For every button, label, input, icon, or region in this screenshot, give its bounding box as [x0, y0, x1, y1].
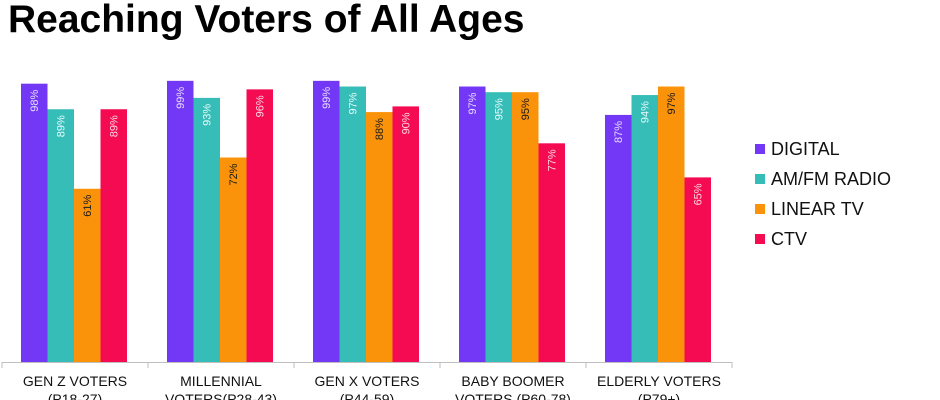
- bar-am-fm-radio: [485, 92, 512, 362]
- bar-linear-tv: [658, 86, 685, 363]
- bar-ctv: [392, 106, 419, 363]
- data-label: 97%: [348, 92, 360, 114]
- legend-item: LINEAR TV: [755, 194, 891, 224]
- data-label: 97%: [666, 92, 678, 114]
- legend-item: DIGITAL: [755, 134, 891, 164]
- data-label: 89%: [109, 115, 121, 137]
- chart-title: Reaching Voters of All Ages: [8, 0, 525, 41]
- data-label: 95%: [494, 98, 506, 120]
- bar-ctv: [684, 177, 711, 362]
- legend-item: CTV: [755, 224, 891, 254]
- legend-label: DIGITAL: [771, 138, 840, 159]
- legend-swatch: [755, 144, 765, 154]
- category-label: (P79+): [638, 391, 680, 400]
- bar-am-fm-radio: [339, 86, 366, 363]
- legend: DIGITAL AM/FM RADIO LINEAR TV CTV: [755, 134, 891, 254]
- data-label: 94%: [640, 101, 652, 123]
- data-label: 89%: [56, 115, 68, 137]
- data-label: 97%: [467, 92, 479, 114]
- legend-swatch: [755, 234, 765, 244]
- category-label: (P18-27): [48, 391, 102, 400]
- bar-digital: [605, 114, 632, 362]
- data-label: 99%: [175, 87, 187, 109]
- data-label: 87%: [613, 121, 625, 143]
- data-label: 96%: [255, 95, 267, 117]
- bar-ctv: [100, 109, 127, 363]
- bar-ctv: [246, 89, 273, 363]
- bar-digital: [21, 83, 48, 363]
- bar-ctv: [538, 143, 565, 362]
- data-label: 88%: [374, 118, 386, 140]
- data-label: 77%: [547, 149, 559, 171]
- category-label: VOTERS (P60-78): [455, 391, 571, 400]
- category-label: GEN X VOTERS: [314, 373, 419, 389]
- legend-swatch: [755, 204, 765, 214]
- legend-label: AM/FM RADIO: [771, 168, 891, 189]
- category-label: ELDERLY VOTERS: [597, 373, 721, 389]
- legend-item: AM/FM RADIO: [755, 164, 891, 194]
- data-label: 99%: [321, 87, 333, 109]
- legend-label: LINEAR TV: [771, 198, 864, 219]
- data-label: 65%: [693, 183, 705, 205]
- data-label: 90%: [401, 112, 413, 134]
- bar-am-fm-radio: [193, 97, 220, 362]
- category-label: (P44-59): [340, 391, 394, 400]
- bar-am-fm-radio: [631, 95, 658, 362]
- data-label: 61%: [82, 195, 94, 217]
- category-label: BABY BOOMER: [461, 373, 564, 389]
- legend-label: CTV: [771, 228, 807, 249]
- bar-digital: [459, 86, 486, 363]
- data-label: 93%: [202, 104, 214, 126]
- bar-linear-tv: [220, 157, 247, 362]
- bar-linear-tv: [512, 92, 539, 362]
- category-label: VOTERS(P28-43): [165, 391, 277, 400]
- bar-linear-tv: [74, 188, 101, 362]
- category-label: MILLENNIAL: [180, 373, 262, 389]
- data-label: 72%: [228, 163, 240, 185]
- bar-digital: [313, 80, 340, 362]
- bar-am-fm-radio: [47, 109, 74, 363]
- category-label: GEN Z VOTERS: [23, 373, 127, 389]
- data-label: 95%: [520, 98, 532, 120]
- bar-linear-tv: [366, 112, 393, 362]
- data-label: 98%: [29, 89, 41, 111]
- bar-digital: [167, 80, 194, 362]
- legend-swatch: [755, 174, 765, 184]
